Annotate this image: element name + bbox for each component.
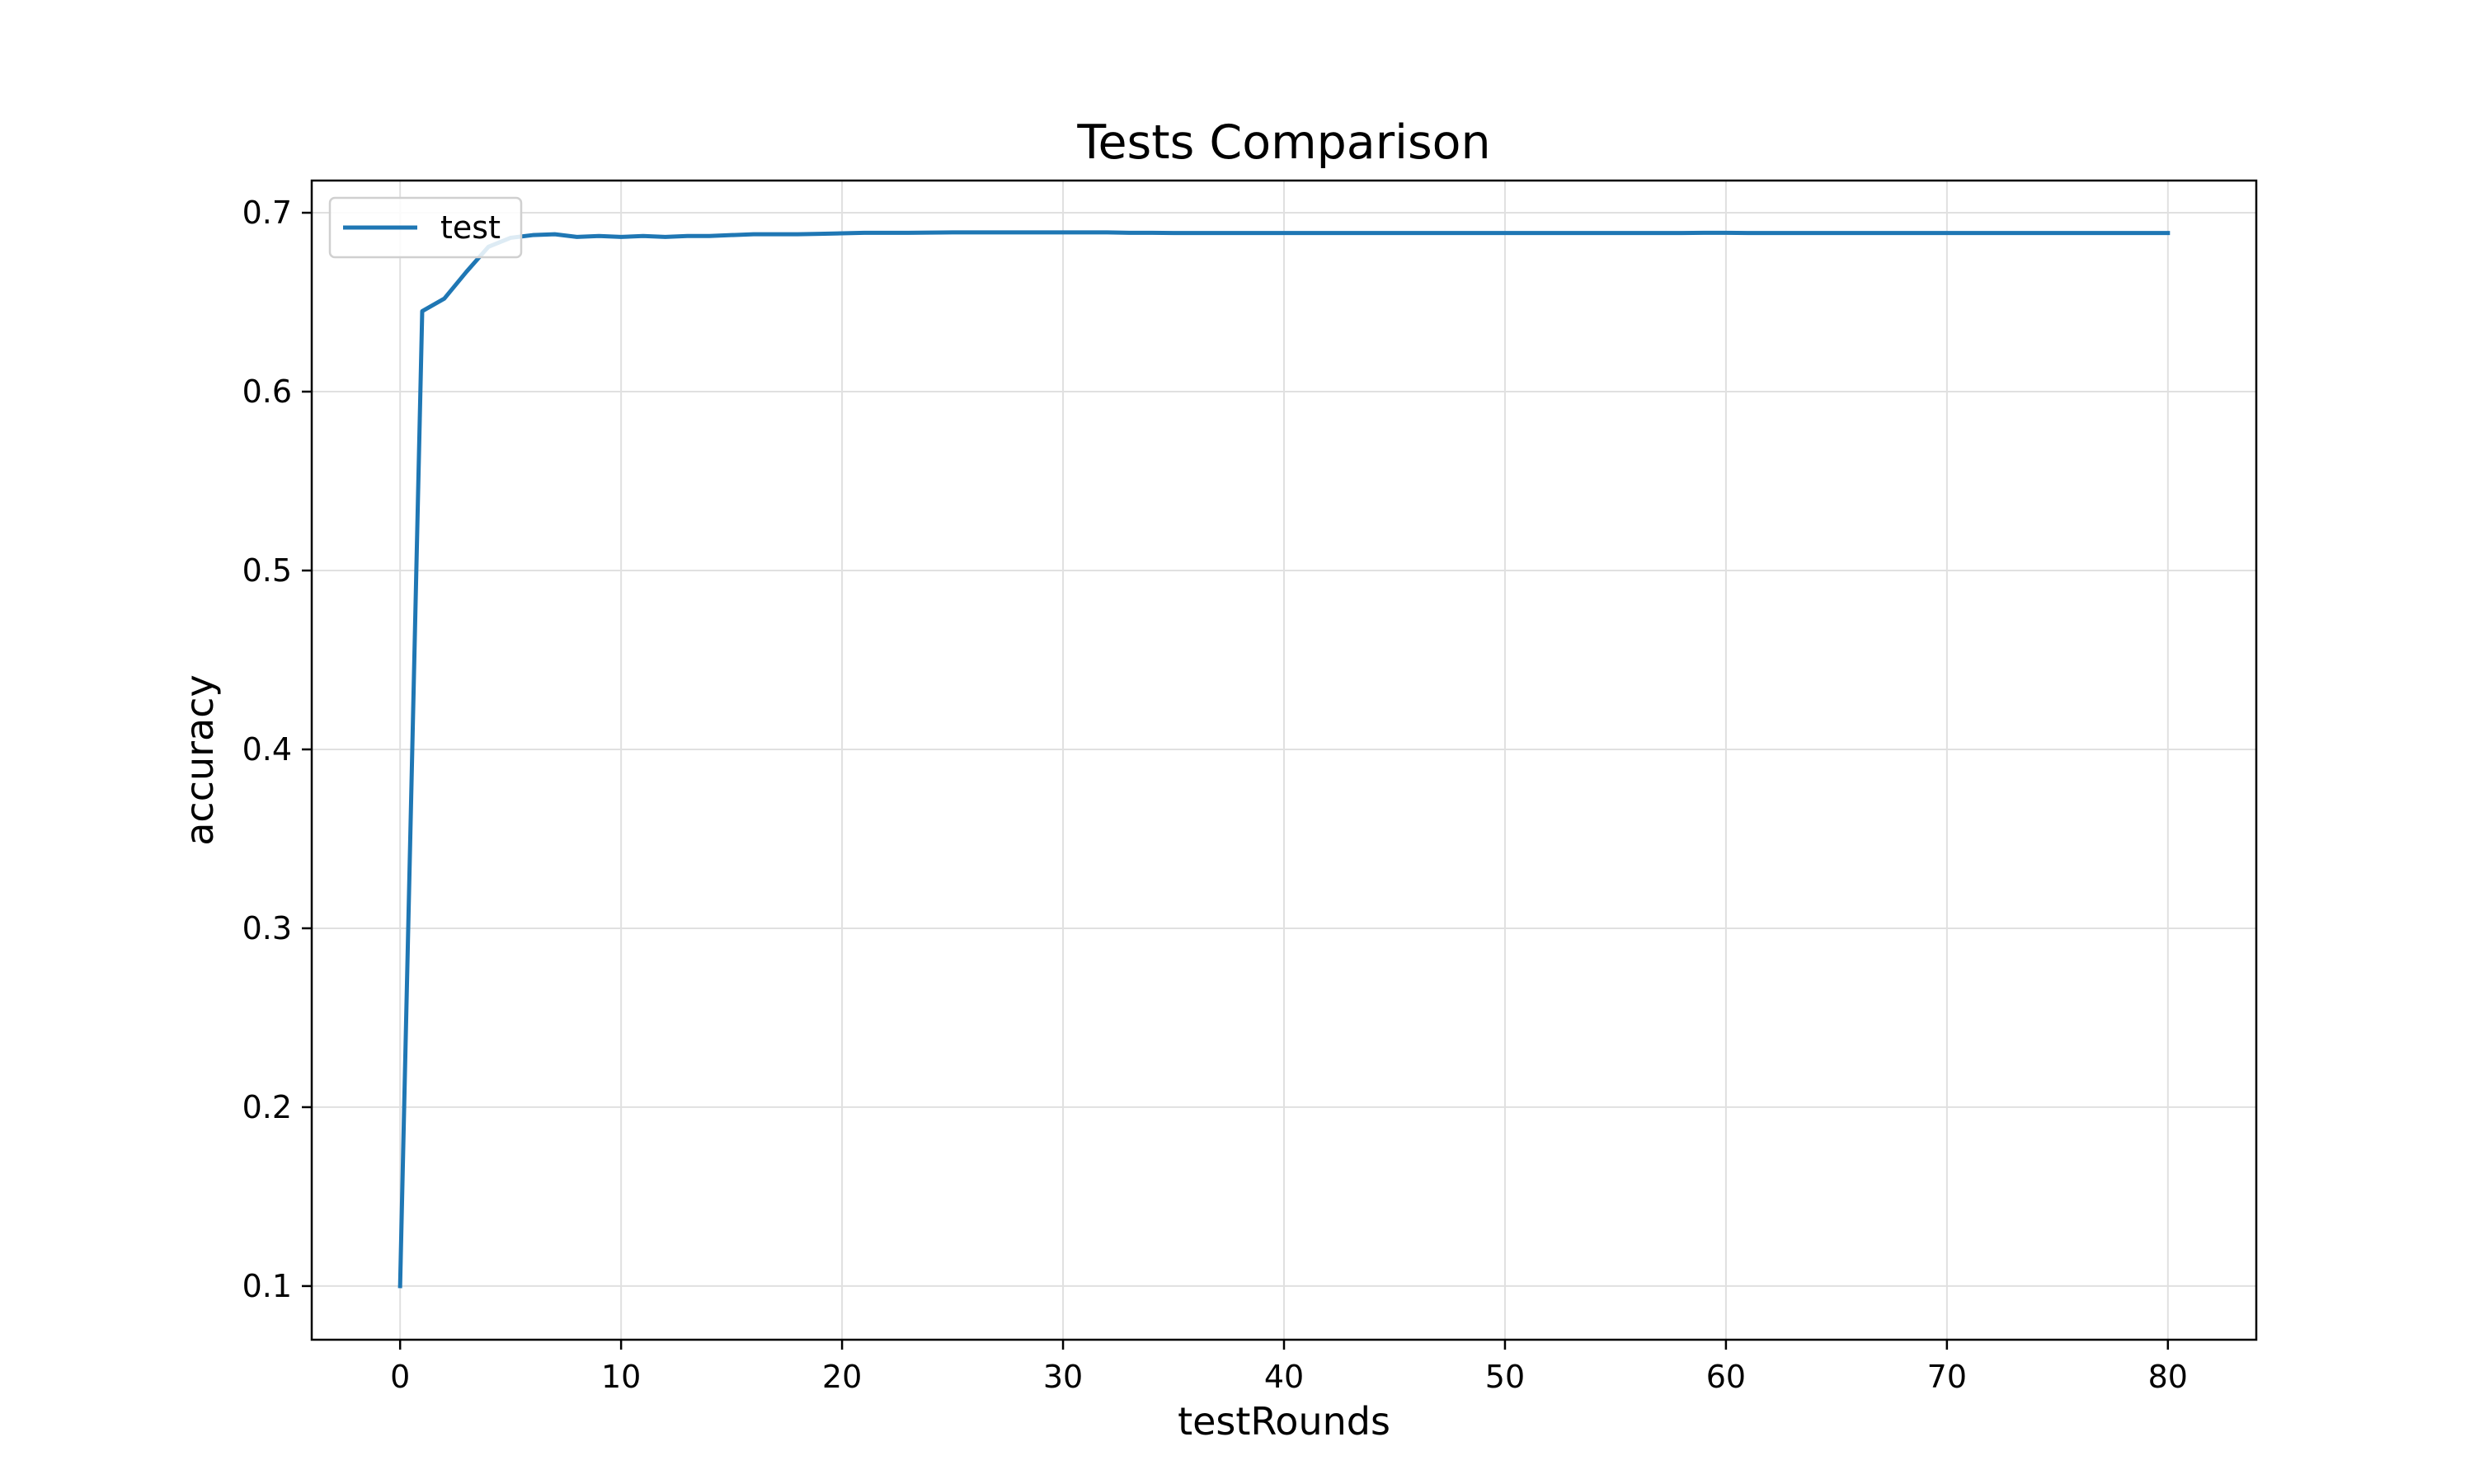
- x-axis-label: testRounds: [1178, 1399, 1390, 1444]
- y-tick-label: 0.4: [242, 731, 292, 768]
- x-tick-label: 80: [2148, 1359, 2188, 1395]
- series-layer: [397, 230, 2171, 1289]
- x-tick-label: 70: [1927, 1359, 1967, 1395]
- y-axis-ticks: 0.1 0.2 0.3 0.4 0.5 0.6 0.7: [242, 195, 312, 1304]
- x-tick-label: 60: [1706, 1359, 1746, 1395]
- y-tick-label: 0.5: [242, 552, 292, 589]
- legend-box: [328, 196, 523, 259]
- x-tick-label: 30: [1043, 1359, 1083, 1395]
- legend-label-test: test: [440, 209, 501, 246]
- y-tick-label: 0.6: [242, 373, 292, 410]
- y-tick-label: 0.2: [242, 1089, 292, 1125]
- x-tick-label: 10: [601, 1359, 641, 1395]
- x-tick-label: 40: [1264, 1359, 1304, 1395]
- grid: [312, 181, 2256, 1340]
- x-tick-label: 20: [822, 1359, 862, 1395]
- chart-title: Tests Comparison: [1076, 115, 1490, 170]
- x-axis-ticks: 0 10 20 30 40 50 60 70 80: [390, 1340, 2188, 1395]
- x-tick-label: 50: [1485, 1359, 1525, 1395]
- y-tick-label: 0.3: [242, 910, 292, 946]
- series-line-test: [397, 230, 2171, 1289]
- y-tick-label: 0.1: [242, 1268, 292, 1304]
- legend: test: [328, 196, 523, 259]
- y-axis-label: accuracy: [177, 674, 222, 846]
- x-tick-label: 0: [390, 1359, 410, 1395]
- y-tick-label: 0.7: [242, 195, 292, 231]
